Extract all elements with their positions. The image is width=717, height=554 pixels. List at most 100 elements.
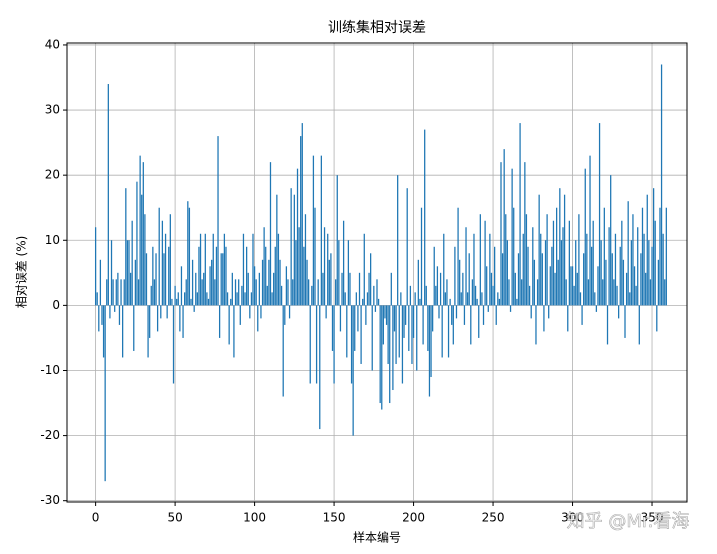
bar — [536, 279, 539, 306]
bar — [370, 253, 372, 306]
bar — [150, 285, 152, 306]
bar — [422, 305, 424, 345]
bar — [573, 285, 575, 306]
bar — [478, 305, 480, 338]
bar — [169, 214, 171, 306]
bar — [295, 240, 297, 306]
bar — [252, 233, 254, 306]
bar — [308, 279, 310, 306]
bar — [621, 220, 623, 306]
bar — [659, 207, 661, 306]
bar — [362, 298, 364, 306]
bar — [640, 253, 642, 306]
x-tick-label: 0 — [92, 511, 100, 525]
bar — [171, 298, 173, 306]
watermark: 知乎 @Mr.看海 — [567, 511, 690, 532]
bar — [374, 305, 377, 312]
bar — [430, 305, 432, 377]
bar — [336, 175, 338, 306]
bar — [300, 136, 302, 306]
bar — [610, 175, 612, 306]
bar — [327, 233, 329, 306]
bar — [218, 305, 221, 338]
bar — [419, 298, 421, 306]
bar — [563, 194, 566, 306]
bar — [449, 298, 451, 306]
bar — [406, 188, 408, 306]
bar — [482, 305, 485, 325]
bar — [292, 279, 294, 306]
bar — [144, 214, 146, 306]
bar — [548, 305, 550, 319]
bar — [322, 272, 324, 306]
bar — [562, 227, 564, 306]
bar — [533, 259, 536, 306]
bar — [411, 305, 413, 364]
bar — [298, 227, 300, 306]
bar — [350, 305, 353, 384]
bar — [427, 305, 429, 351]
bar — [549, 266, 551, 306]
bar — [571, 266, 574, 306]
bar — [195, 272, 197, 306]
bar — [274, 246, 276, 306]
bar — [352, 305, 354, 436]
bar — [363, 233, 365, 306]
bar — [244, 292, 246, 306]
bar — [524, 162, 526, 306]
bar — [648, 240, 650, 306]
bar — [630, 240, 632, 306]
bar — [114, 305, 116, 312]
bar — [158, 207, 160, 306]
bar — [404, 305, 407, 325]
bar — [508, 279, 510, 306]
bar — [397, 175, 399, 306]
bar — [589, 155, 591, 306]
y-tick-label: -10 — [40, 363, 60, 377]
bar — [424, 129, 426, 306]
bar — [538, 194, 540, 306]
bar — [366, 292, 369, 306]
bar — [495, 305, 497, 325]
bar — [490, 272, 493, 306]
bar — [446, 279, 448, 306]
bar — [312, 155, 315, 306]
bar — [174, 285, 176, 306]
bar — [209, 266, 211, 306]
bar — [223, 233, 226, 306]
bar — [134, 259, 136, 306]
bar — [142, 162, 144, 306]
bar — [204, 233, 206, 306]
bar — [409, 285, 412, 306]
bar — [152, 246, 154, 306]
bar — [505, 214, 507, 306]
bar — [559, 188, 561, 306]
bar — [501, 253, 504, 306]
bar — [276, 194, 278, 306]
bar — [649, 279, 652, 306]
bar — [110, 240, 113, 306]
bar — [180, 266, 183, 306]
bar — [309, 305, 311, 384]
bar — [335, 279, 337, 306]
bar — [389, 305, 391, 404]
bar — [155, 253, 157, 306]
bar — [522, 233, 524, 306]
bar — [120, 279, 122, 306]
bar — [578, 214, 580, 306]
bar — [528, 285, 531, 306]
x-tick-label: 100 — [243, 511, 266, 525]
bar — [263, 227, 265, 306]
bar — [441, 305, 443, 358]
bar — [466, 292, 469, 306]
bar — [567, 305, 569, 332]
bar — [247, 272, 249, 306]
bar — [206, 292, 208, 306]
bar — [325, 305, 327, 319]
bar — [511, 168, 513, 306]
x-tick-label: 350 — [641, 511, 664, 525]
bar — [94, 227, 97, 306]
bar — [382, 305, 384, 345]
bar — [438, 305, 440, 319]
